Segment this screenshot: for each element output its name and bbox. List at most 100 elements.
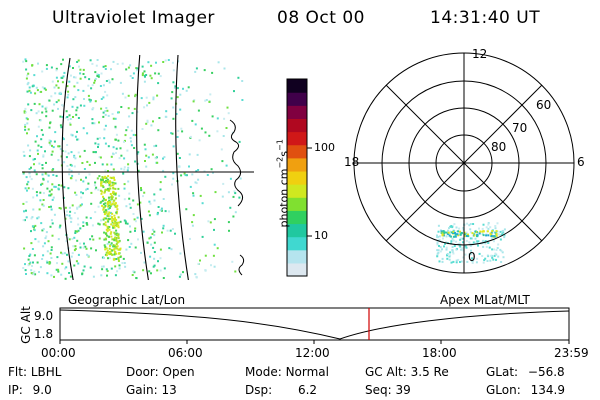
geographic-pixel [96, 137, 99, 140]
geographic-pixel [141, 72, 144, 75]
polar-pixel [445, 241, 448, 244]
geographic-pixel [171, 183, 173, 186]
geographic-pixel [172, 69, 175, 72]
geographic-pixel [42, 154, 45, 157]
polar-pixel-bright [453, 235, 455, 238]
geographic-pixel [150, 77, 153, 80]
polar-pixel [450, 240, 453, 243]
geographic-pixel [97, 146, 99, 148]
geographic-pixel [132, 72, 135, 75]
geographic-pixel [167, 59, 170, 61]
geographic-pixel [24, 269, 27, 272]
geographic-pixel [27, 128, 30, 131]
geographic-pixel-bright [114, 182, 117, 185]
geographic-pixel [133, 218, 136, 221]
geographic-pixel [102, 203, 105, 206]
polar-pixel-bright [490, 231, 493, 234]
geographic-pixel [86, 223, 89, 226]
geographic-pixel [34, 224, 37, 227]
geographic-pixel [159, 181, 162, 184]
geographic-pixel-bright [117, 224, 120, 227]
geographic-pixel [168, 210, 170, 213]
geographic-pixel [166, 229, 169, 232]
geographic-pixel [50, 95, 53, 98]
geographic-pixel [82, 221, 85, 224]
colorbar-segment [287, 105, 307, 119]
geographic-pixel-bright [105, 217, 107, 220]
geographic-pixel-bright [111, 196, 114, 199]
geographic-pixel [212, 254, 215, 257]
geographic-pixel [59, 91, 62, 94]
geographic-pixel-bright [114, 187, 117, 190]
geographic-pixel [156, 213, 159, 216]
geographic-pixel [23, 110, 26, 113]
geographic-pixel [125, 205, 128, 208]
geographic-pixel [141, 65, 144, 68]
info-dsp-label: Dsp: [245, 383, 273, 397]
geographic-pixel [42, 245, 45, 248]
geographic-pixel [204, 254, 207, 257]
polar-lat-60: 60 [536, 98, 552, 112]
geographic-pixel [146, 241, 149, 244]
geographic-pixel [24, 219, 26, 222]
geographic-pixel [30, 272, 33, 275]
geographic-pixel [199, 259, 201, 262]
geographic-pixel [85, 247, 88, 250]
geographic-pixel [79, 246, 82, 249]
geographic-pixel [33, 74, 36, 77]
geographic-pixel [153, 251, 156, 253]
geographic-pixel-bright [104, 224, 107, 227]
geographic-pixel [55, 84, 58, 87]
geographic-pixel [22, 219, 25, 222]
geographic-pixel [121, 62, 124, 65]
geographic-pixel [82, 89, 85, 92]
info-gcalt-label: GC Alt: [365, 365, 407, 379]
geographic-pixel [70, 169, 73, 172]
geographic-pixel [130, 140, 132, 143]
polar-pixel [436, 234, 438, 237]
geographic-pixel [141, 128, 144, 130]
geographic-pixel [23, 154, 26, 157]
geographic-pixel [75, 260, 78, 263]
geographic-pixel [45, 260, 48, 263]
geographic-pixel [94, 151, 97, 154]
geographic-pixel-bright [112, 190, 115, 193]
geographic-pixel-bright [115, 252, 118, 255]
geographic-pixel-bright [110, 242, 113, 245]
geographic-pixel [216, 117, 219, 120]
polar-pixel [439, 246, 442, 249]
geographic-pixel-bright [117, 256, 120, 259]
geographic-pixel [164, 210, 167, 213]
geographic-pixel [123, 166, 126, 169]
geographic-pixel [127, 239, 130, 242]
geographic-pixel [229, 206, 232, 209]
geographic-pixel [143, 106, 146, 109]
geographic-pixel [195, 182, 198, 185]
geographic-pixel [115, 133, 118, 136]
geographic-pixel [24, 58, 27, 61]
info-mode-label: Mode: [245, 365, 282, 379]
geographic-pixel [135, 67, 138, 70]
geographic-pixel [82, 73, 85, 75]
geographic-pixel-bright [106, 214, 109, 217]
geographic-pixel-bright [101, 204, 104, 207]
geographic-pixel [179, 93, 182, 96]
geographic-pixel [26, 118, 29, 121]
polar-pixel [455, 240, 458, 243]
geographic-pixel [111, 224, 114, 227]
geographic-pixel [45, 115, 48, 118]
geographic-pixel-bright [106, 230, 109, 233]
geographic-pixel [61, 81, 64, 84]
geographic-pixel [48, 194, 50, 197]
geographic-pixel-bright [110, 223, 113, 226]
polar-pixel-bright [471, 232, 474, 235]
geographic-pixel [241, 99, 244, 101]
geographic-pixel-bright [105, 254, 108, 257]
geographic-pixel [76, 81, 79, 84]
info-dsp-value: 6.2 [297, 383, 318, 397]
geographic-pixel-bright [105, 228, 108, 231]
geographic-pixel [104, 169, 107, 172]
geographic-pixel [41, 167, 44, 170]
geographic-pixel-bright [110, 194, 113, 197]
polar-pixel-bright [447, 231, 450, 234]
